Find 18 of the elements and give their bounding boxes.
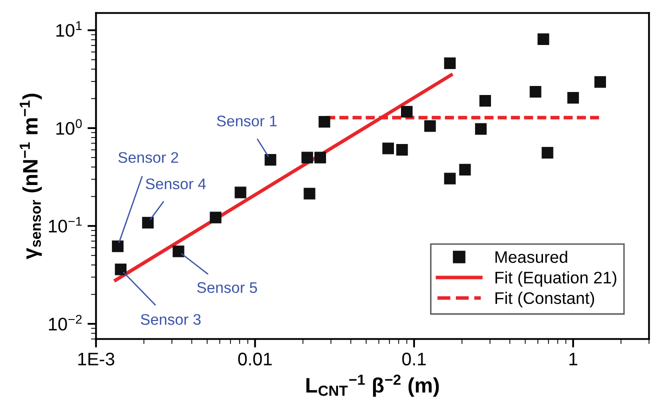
- y-axis-title: γ$_{sensor}$ (nN$^{−1}$ m$^{−1}$): [20, 94, 42, 260]
- annotation: Sensor 4: [146, 178, 206, 190]
- x-axis-title: L$_{CNT}$$^{−1}$ β$^{−2}$ (m): [306, 374, 439, 397]
- y-tick-label: 10$^{−2}$: [48, 314, 82, 331]
- annotation: Sensor 2: [118, 152, 178, 163]
- y-tick-label: 10$^{0}$: [56, 119, 82, 135]
- x-tick-label: 0.01: [238, 352, 272, 366]
- y-tick-label: 10$^{1}$: [56, 21, 82, 37]
- x-tick-label: 1: [569, 352, 578, 366]
- x-tick-label: 1E-3: [78, 352, 114, 366]
- annotation: Sensor 1: [216, 116, 277, 126]
- legend-label: Measured: [496, 250, 568, 263]
- legend-label: Fit (Constant): [496, 292, 594, 308]
- legend-label: Fit (Equation 21): [496, 271, 616, 287]
- y-tick-label: 10$^{−1}$: [48, 216, 82, 233]
- x-tick-label: 0.1: [402, 352, 426, 366]
- annotation: Sensor 3: [140, 314, 201, 325]
- annotation: Sensor 5: [197, 282, 258, 293]
